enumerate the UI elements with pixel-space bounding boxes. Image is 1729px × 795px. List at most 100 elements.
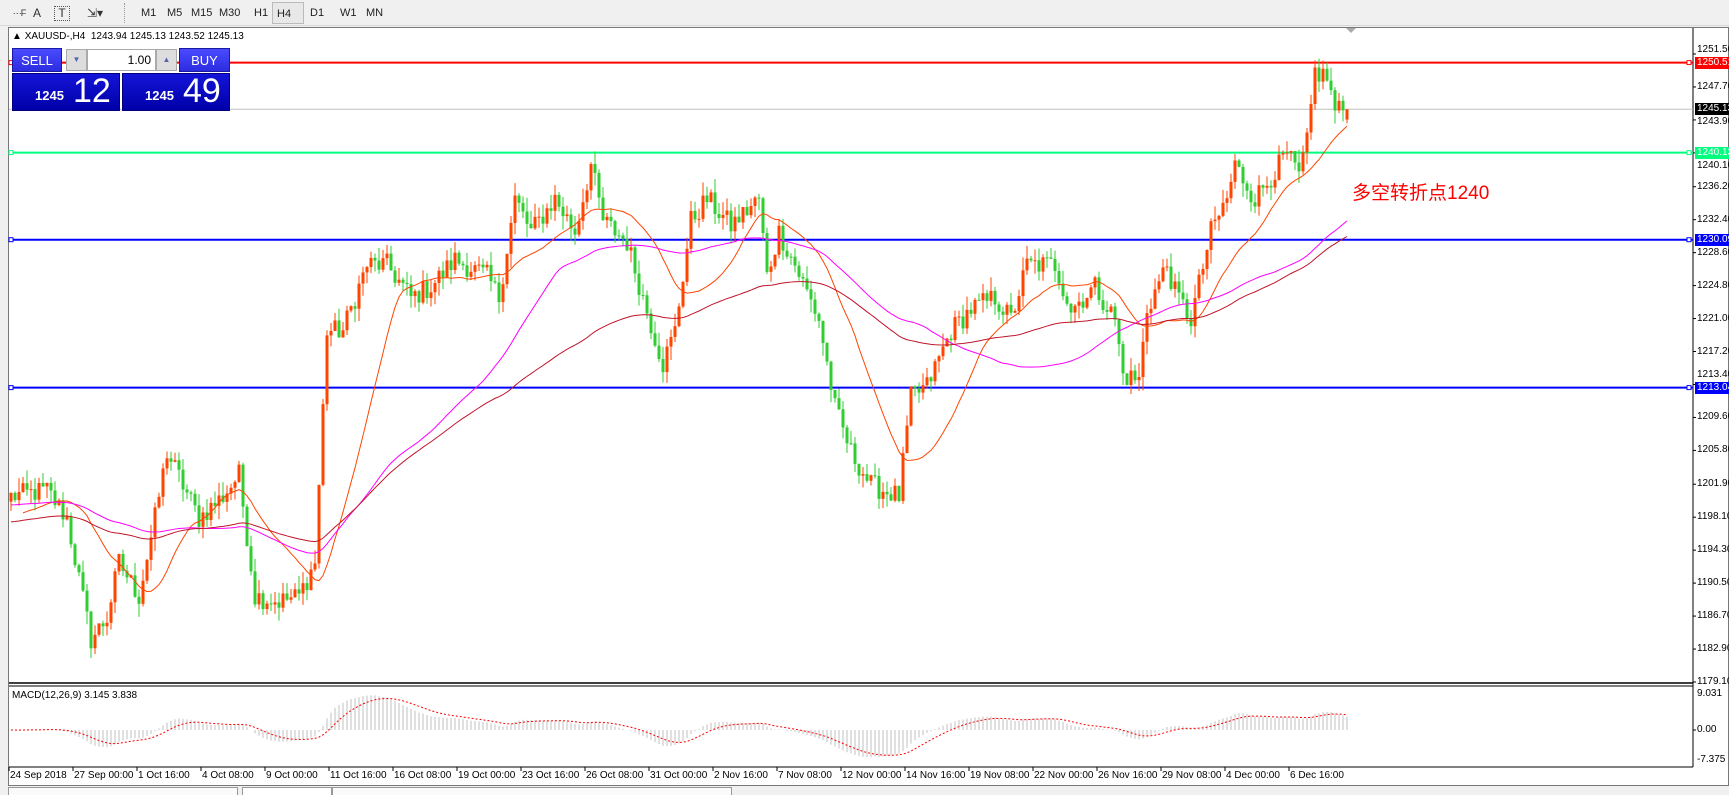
time-label: 29 Nov 08:00: [1162, 770, 1222, 781]
ma-slow-line: [10, 236, 1348, 543]
candle-bear: [837, 398, 841, 410]
candle-bull: [1013, 310, 1017, 313]
candle-bull: [669, 336, 673, 347]
candle-bull: [1157, 281, 1161, 290]
candle-bear: [1169, 266, 1173, 289]
text-a-icon[interactable]: A: [32, 6, 41, 20]
arrows-dropdown-icon[interactable]: ⇲▾: [86, 6, 104, 20]
candle-bull: [1345, 109, 1349, 120]
candle-bull: [453, 252, 457, 271]
candle-bull: [1073, 305, 1077, 313]
timeframe-m15[interactable]: M15: [191, 7, 213, 19]
candle-bear: [493, 281, 497, 283]
price-tick-label: 1182.90: [1697, 643, 1729, 655]
timeframe-w1[interactable]: W1: [340, 7, 357, 19]
candle-bull: [381, 258, 385, 270]
candle-bear: [541, 216, 545, 224]
lots-input[interactable]: 1.00: [87, 49, 156, 71]
lots-increase-button[interactable]: ▲: [156, 49, 177, 71]
candle-bull: [869, 475, 873, 481]
level-price-label: 1250.51: [1695, 56, 1729, 69]
candle-bull: [581, 202, 585, 221]
time-label: 9 Oct 00:00: [266, 770, 318, 781]
timeframe-m30[interactable]: M30: [219, 7, 241, 19]
timeframe-d1[interactable]: D1: [310, 7, 325, 19]
timeframe-mn[interactable]: MN: [366, 7, 384, 19]
text-label-icon[interactable]: T: [54, 6, 70, 21]
candle-bear: [613, 221, 617, 236]
candle-bull: [345, 310, 349, 331]
chart-tab[interactable]: [332, 787, 732, 795]
collapse-triangle-icon[interactable]: ▲: [12, 31, 25, 42]
timeframe-h1[interactable]: H1: [254, 7, 269, 19]
candle-bear: [49, 482, 53, 491]
sell-button[interactable]: SELL: [12, 48, 62, 72]
candle-bull: [721, 214, 725, 218]
candle-bull: [369, 257, 373, 268]
timeframe-m5[interactable]: M5: [167, 7, 183, 19]
grid-f-icon[interactable]: ⋯F: [12, 8, 27, 18]
candle-bull: [421, 281, 425, 303]
sell-price-prefix: 1245: [35, 88, 64, 103]
candle-bear: [393, 270, 397, 283]
candle-bull: [1077, 301, 1081, 306]
candle-bull: [9, 492, 13, 502]
candle-bear: [1297, 162, 1301, 172]
candle-bull: [117, 553, 121, 572]
candle-bear: [877, 475, 881, 499]
candle-bull: [153, 507, 157, 538]
candle-bear: [1113, 306, 1117, 320]
time-label: 26 Nov 16:00: [1098, 770, 1158, 781]
timeframe-m1[interactable]: M1: [141, 7, 157, 19]
pivot-annotation[interactable]: 多空转折点1240: [1352, 183, 1490, 204]
timeframe-h4[interactable]: H4: [272, 2, 304, 24]
chart-tab-active[interactable]: [242, 787, 332, 795]
candle-bull: [485, 264, 489, 268]
candle-bear: [929, 377, 933, 382]
candle-bull: [321, 404, 325, 485]
candle-bear: [961, 316, 965, 329]
chart-tab[interactable]: [8, 787, 238, 795]
candle-bear: [889, 494, 893, 501]
candle-bear: [785, 250, 789, 257]
candle-bear: [1269, 185, 1273, 188]
current-price-label: 1245.13: [1695, 103, 1729, 116]
candle-bull: [905, 425, 909, 454]
candle-bull: [329, 330, 333, 336]
candle-bear: [269, 603, 273, 605]
candle-bull: [165, 458, 169, 469]
buy-price-box[interactable]: 1245 49: [122, 72, 230, 111]
candle-bear: [797, 265, 801, 277]
candle-bull: [97, 623, 101, 635]
candle-bull: [477, 264, 481, 266]
candle-bull: [1217, 215, 1221, 220]
lots-decrease-button[interactable]: ▼: [66, 49, 87, 71]
buy-button[interactable]: BUY: [179, 48, 230, 72]
candle-bear: [181, 469, 185, 490]
candle-bull: [957, 316, 961, 318]
candle-bear: [617, 235, 621, 237]
candle-bear: [1057, 270, 1061, 284]
candle-bear: [441, 270, 445, 278]
candle-bear: [1261, 185, 1265, 188]
candle-bull: [1109, 306, 1113, 312]
candle-bull: [105, 622, 109, 627]
candle-bear: [77, 565, 81, 573]
candle-bear: [897, 485, 901, 502]
candle-bear: [81, 572, 85, 591]
candle-bear: [121, 553, 125, 571]
candle-bear: [1045, 257, 1049, 259]
time-label: 1 Oct 16:00: [138, 770, 190, 781]
candle-bull: [1321, 68, 1325, 82]
candle-bear: [85, 590, 89, 612]
sell-price-box[interactable]: 1245 12: [12, 72, 120, 111]
candle-bear: [1097, 277, 1101, 301]
candle-bear: [805, 278, 809, 290]
price-tick-label: 1194.30: [1697, 544, 1729, 556]
candle-bull: [1137, 376, 1141, 381]
candle-bull: [677, 306, 681, 327]
candle-bull: [709, 192, 713, 203]
candle-bear: [817, 313, 821, 321]
candle-bear: [1125, 373, 1129, 385]
